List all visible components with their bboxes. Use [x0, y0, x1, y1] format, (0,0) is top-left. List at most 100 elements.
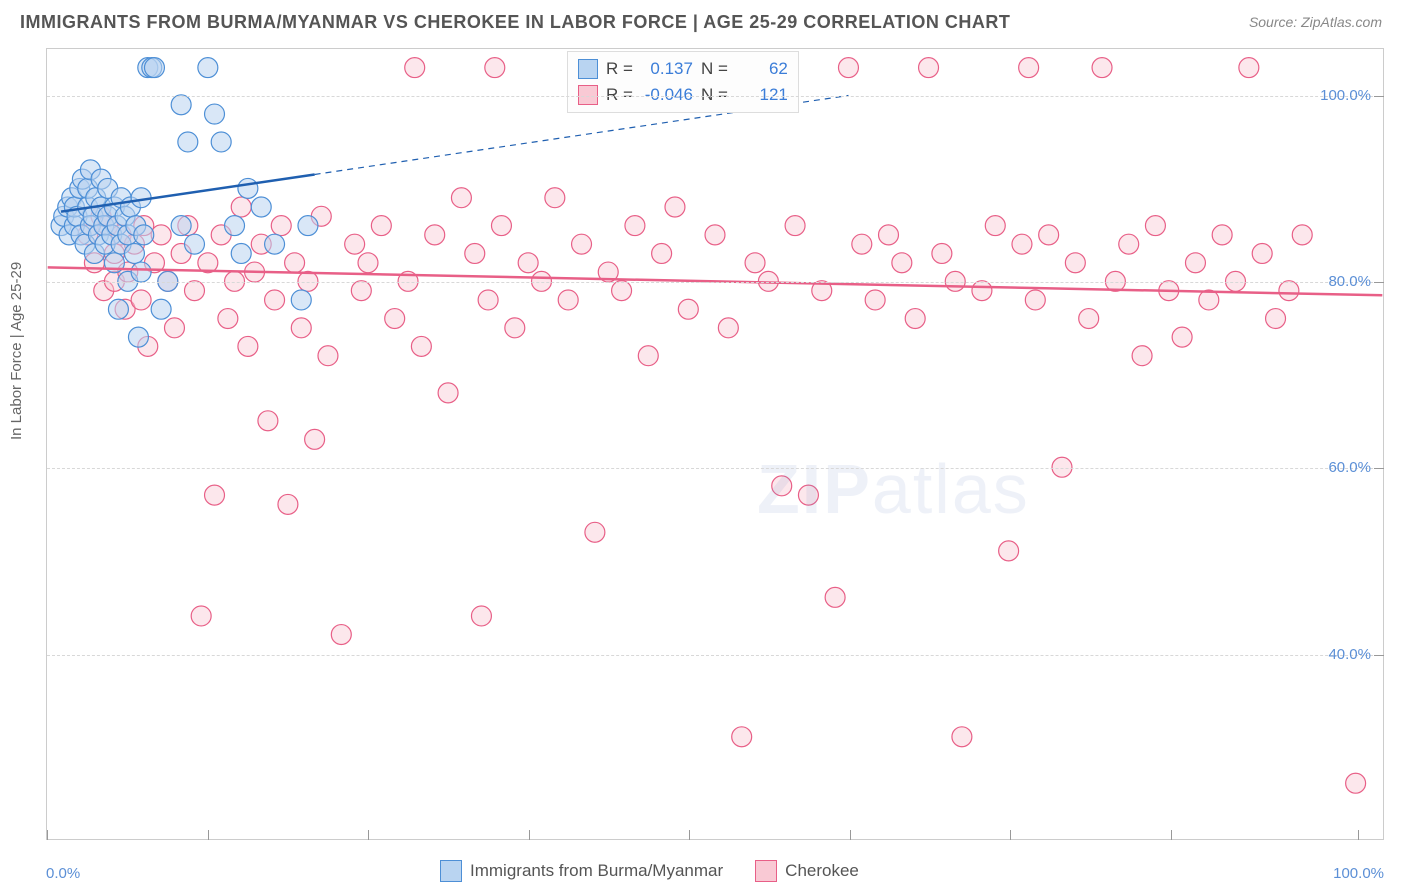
scatter-plot-svg — [47, 49, 1383, 839]
scatter-point — [231, 243, 251, 263]
scatter-point — [1012, 234, 1032, 254]
gridline — [47, 655, 1383, 656]
scatter-point — [505, 318, 525, 338]
scatter-point — [385, 309, 405, 329]
x-tick — [850, 830, 851, 840]
scatter-point — [124, 243, 144, 263]
scatter-point — [1119, 234, 1139, 254]
scatter-point — [1239, 58, 1259, 78]
y-tick — [1374, 282, 1384, 283]
n-value-1: 62 — [736, 59, 788, 79]
scatter-point — [185, 234, 205, 254]
scatter-point — [1079, 309, 1099, 329]
scatter-point — [932, 243, 952, 263]
scatter-point — [545, 188, 565, 208]
x-tick — [208, 830, 209, 840]
scatter-point — [171, 216, 191, 236]
scatter-point — [745, 253, 765, 273]
scatter-point — [732, 727, 752, 747]
scatter-point — [952, 727, 972, 747]
scatter-point — [178, 132, 198, 152]
stat-swatch-1 — [578, 59, 598, 79]
scatter-point — [1279, 281, 1299, 301]
scatter-point — [305, 429, 325, 449]
correlation-stats-box: R = 0.137 N = 62 R = -0.046 N = 121 — [567, 51, 799, 113]
x-tick — [47, 830, 48, 840]
scatter-point — [131, 290, 151, 310]
scatter-point — [211, 132, 231, 152]
legend: Immigrants from Burma/Myanmar Cherokee — [440, 860, 859, 882]
scatter-point — [331, 625, 351, 645]
scatter-point — [191, 606, 211, 626]
scatter-point — [718, 318, 738, 338]
scatter-point — [1092, 58, 1112, 78]
scatter-point — [558, 290, 578, 310]
scatter-point — [865, 290, 885, 310]
y-tick-label: 40.0% — [1328, 646, 1371, 663]
scatter-point — [285, 253, 305, 273]
stat-row-series1: R = 0.137 N = 62 — [578, 56, 788, 82]
scatter-point — [205, 485, 225, 505]
x-tick — [529, 830, 530, 840]
scatter-point — [572, 234, 592, 254]
scatter-point — [451, 188, 471, 208]
scatter-point — [1266, 309, 1286, 329]
scatter-point — [225, 216, 245, 236]
scatter-point — [134, 225, 154, 245]
scatter-point — [1292, 225, 1312, 245]
x-tick — [368, 830, 369, 840]
y-axis-label: In Labor Force | Age 25-29 — [8, 262, 25, 440]
x-tick — [689, 830, 690, 840]
scatter-point — [518, 253, 538, 273]
scatter-point — [852, 234, 872, 254]
scatter-point — [291, 318, 311, 338]
scatter-point — [585, 522, 605, 542]
legend-item-2: Cherokee — [755, 860, 859, 882]
scatter-point — [358, 253, 378, 273]
y-tick — [1374, 655, 1384, 656]
legend-swatch-1 — [440, 860, 462, 882]
scatter-point — [905, 309, 925, 329]
y-tick-label: 80.0% — [1328, 273, 1371, 290]
r-label-1: R = — [606, 59, 633, 79]
scatter-point — [298, 216, 318, 236]
legend-label-1: Immigrants from Burma/Myanmar — [470, 861, 723, 881]
scatter-point — [772, 476, 792, 496]
r-value-1: 0.137 — [641, 59, 693, 79]
scatter-point — [612, 281, 632, 301]
scatter-point — [465, 243, 485, 263]
legend-item-1: Immigrants from Burma/Myanmar — [440, 860, 723, 882]
scatter-point — [291, 290, 311, 310]
scatter-point — [128, 327, 148, 347]
legend-swatch-2 — [755, 860, 777, 882]
x-axis-max-label: 100.0% — [1333, 865, 1384, 882]
scatter-point — [411, 336, 431, 356]
scatter-point — [678, 299, 698, 319]
scatter-point — [1252, 243, 1272, 263]
scatter-point — [1346, 773, 1366, 793]
scatter-point — [985, 216, 1005, 236]
scatter-point — [1132, 346, 1152, 366]
scatter-point — [665, 197, 685, 217]
scatter-point — [345, 234, 365, 254]
y-tick — [1374, 96, 1384, 97]
scatter-point — [705, 225, 725, 245]
chart-plot-area: ZIPatlas R = 0.137 N = 62 R = -0.046 N =… — [46, 48, 1384, 840]
gridline — [47, 282, 1383, 283]
scatter-point — [238, 178, 258, 198]
x-tick — [1010, 830, 1011, 840]
scatter-point — [825, 587, 845, 607]
scatter-point — [218, 309, 238, 329]
scatter-point — [238, 336, 258, 356]
scatter-point — [485, 58, 505, 78]
scatter-point — [999, 541, 1019, 561]
chart-title: IMMIGRANTS FROM BURMA/MYANMAR VS CHEROKE… — [20, 12, 1010, 33]
y-tick-label: 100.0% — [1320, 87, 1371, 104]
scatter-point — [258, 411, 278, 431]
scatter-point — [251, 197, 271, 217]
gridline — [47, 96, 1383, 97]
x-tick — [1171, 830, 1172, 840]
scatter-point — [652, 243, 672, 263]
scatter-point — [491, 216, 511, 236]
scatter-point — [838, 58, 858, 78]
